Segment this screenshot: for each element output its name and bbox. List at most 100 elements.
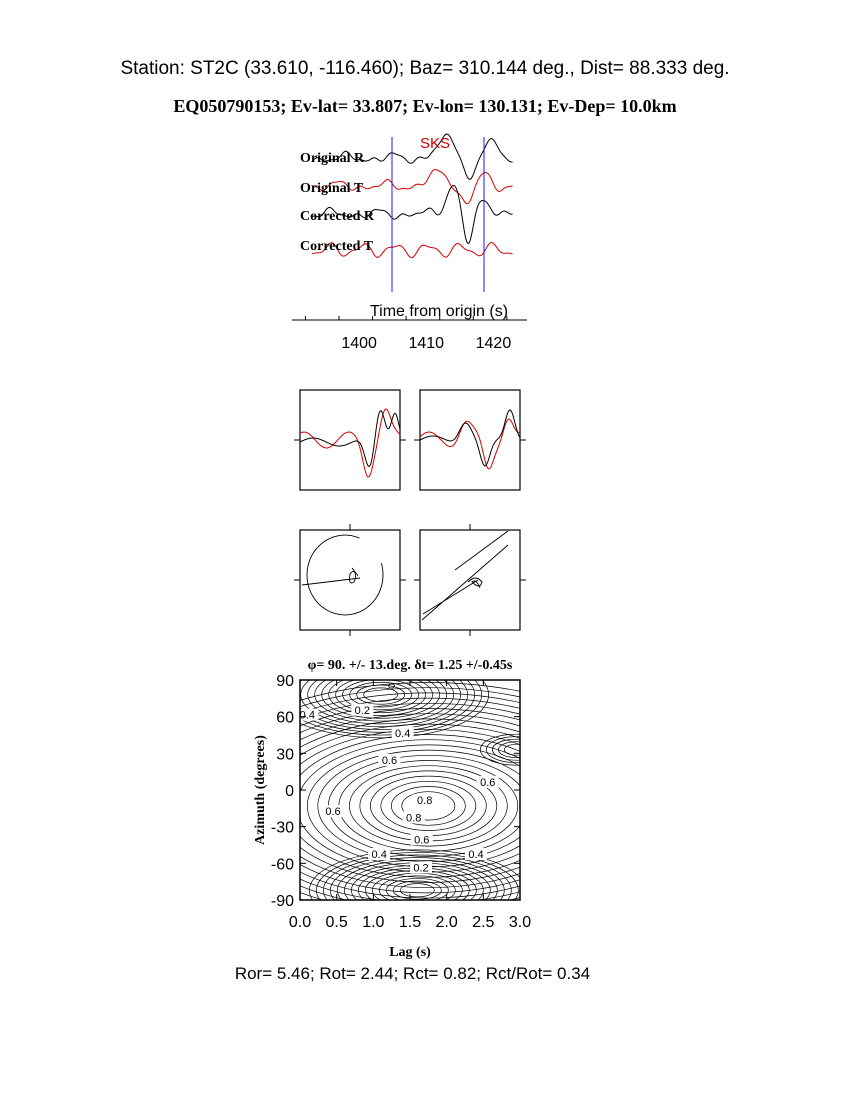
contour-label: 0.8 bbox=[417, 795, 432, 807]
particle-path-before-core bbox=[301, 567, 361, 586]
contour-line bbox=[497, 741, 520, 759]
trace-panel: SKS Original R Original T Corrected R Co… bbox=[292, 133, 527, 352]
phase-label: SKS bbox=[420, 135, 450, 152]
contour-label: 0.6 bbox=[414, 834, 429, 846]
contour-label-bg bbox=[413, 794, 436, 807]
contour-label: 0.6 bbox=[325, 806, 340, 818]
contour-line bbox=[479, 733, 520, 766]
contour-label: 0.2 bbox=[355, 705, 370, 717]
particle-path-before bbox=[306, 534, 384, 616]
y-tick-label: -30 bbox=[271, 820, 294, 837]
contour-line bbox=[364, 870, 470, 900]
footer-stats: Ror= 5.46; Rot= 2.44; Rct= 0.82; Rct/Rot… bbox=[234, 964, 591, 983]
contour-line bbox=[485, 736, 520, 764]
contour-label-bg bbox=[296, 708, 319, 721]
x-tick-label: 2.0 bbox=[436, 914, 458, 931]
trace-label-corrected-t: Corrected T bbox=[300, 239, 374, 254]
particle-path-after-core bbox=[467, 577, 483, 589]
x-tick-label: 0.5 bbox=[326, 914, 348, 931]
time-tick-label: 1410 bbox=[408, 335, 444, 352]
contour-line bbox=[337, 859, 498, 900]
y-tick-label: -90 bbox=[271, 893, 294, 910]
waveform-after-panel bbox=[414, 389, 526, 491]
contour-label-bg bbox=[391, 727, 414, 739]
time-tick-label: 1400 bbox=[341, 335, 377, 352]
contour-line bbox=[323, 854, 512, 900]
contour-label-bg bbox=[378, 753, 401, 766]
contour-line bbox=[401, 791, 456, 821]
contour-label-bg bbox=[476, 775, 499, 788]
contour-label: 0.2 bbox=[413, 862, 428, 874]
contour-line bbox=[349, 681, 413, 708]
best-fit-marker bbox=[388, 683, 396, 689]
time-tick-label: 1420 bbox=[476, 335, 512, 352]
contour-line bbox=[348, 765, 508, 847]
contour-line bbox=[356, 684, 406, 705]
event-info: EQ050790153; Ev-lat= 33.807; Ev-lon= 130… bbox=[173, 96, 677, 116]
contour-label-bg bbox=[351, 703, 374, 716]
trace-original-r bbox=[311, 133, 513, 180]
trace-label-original-t: Original T bbox=[300, 181, 364, 196]
contour-label-bg bbox=[410, 861, 432, 874]
x-tick-label: 1.5 bbox=[399, 914, 421, 931]
contour-line bbox=[330, 857, 505, 900]
contour-line bbox=[358, 867, 477, 900]
contour-line bbox=[503, 743, 520, 756]
contour-label-bg bbox=[402, 811, 425, 824]
y-tick-label: 30 bbox=[276, 746, 294, 763]
y-tick-label: -60 bbox=[271, 856, 294, 873]
trace-corrected-r bbox=[312, 184, 513, 245]
x-axis-label: Lag (s) bbox=[389, 945, 431, 960]
contour-line bbox=[300, 697, 520, 900]
contour-label-bg bbox=[410, 833, 433, 846]
particle-motion-after-panel bbox=[414, 524, 526, 636]
contour-line bbox=[335, 680, 427, 714]
trace-corrected-t bbox=[311, 241, 513, 259]
contour-line bbox=[300, 734, 520, 878]
contour-label: 0.4 bbox=[468, 849, 483, 861]
contour-line bbox=[342, 680, 420, 711]
contour-line bbox=[316, 852, 519, 900]
x-tick-label: 0.0 bbox=[289, 914, 311, 931]
waveform-before-radial bbox=[299, 410, 401, 468]
trace-label-original-r: Original R bbox=[300, 151, 365, 166]
contour-line bbox=[300, 728, 520, 883]
trace-label-corrected-r: Corrected R bbox=[300, 209, 375, 224]
contour-label: 0.6 bbox=[480, 777, 495, 789]
contour-title: φ= 90. +/- 13.deg. δt= 1.25 +/-0.45s bbox=[308, 658, 513, 673]
contour-label-bg bbox=[322, 805, 344, 818]
waveform-after-transverse bbox=[419, 418, 521, 470]
y-tick-label: 60 bbox=[276, 710, 294, 727]
contour-line bbox=[385, 878, 449, 900]
contour-plot: φ= 90. +/- 13.deg. δt= 1.25 +/-0.45s 0.2… bbox=[253, 658, 531, 960]
contour-line bbox=[300, 692, 520, 900]
contour-line bbox=[300, 680, 482, 736]
contour-label-bg bbox=[368, 848, 391, 860]
waveform-before-transverse bbox=[299, 408, 401, 478]
waveform-after-radial bbox=[419, 409, 521, 467]
contour-line bbox=[378, 875, 456, 900]
contour-line bbox=[321, 680, 440, 719]
contour-line bbox=[300, 680, 475, 733]
x-tick-label: 2.5 bbox=[472, 914, 494, 931]
contour-line bbox=[390, 786, 466, 826]
waveform-before-panel bbox=[294, 389, 406, 491]
contour-label-bg bbox=[465, 848, 487, 860]
contour-line bbox=[300, 718, 520, 894]
contour-line bbox=[328, 680, 434, 716]
contour-label: 0.6 bbox=[382, 755, 397, 767]
particle-motion-before-panel bbox=[294, 524, 406, 636]
particle-path-after bbox=[421, 530, 509, 621]
contour-line bbox=[300, 687, 520, 707]
y-tick-label: 0 bbox=[285, 783, 294, 800]
contour-label: 0.4 bbox=[300, 710, 315, 722]
contour-line bbox=[491, 738, 520, 761]
contour-line bbox=[363, 687, 399, 702]
trace-original-t bbox=[311, 169, 513, 205]
contour-label: 0.4 bbox=[372, 849, 387, 861]
contour-line bbox=[307, 680, 454, 725]
y-tick-label: 90 bbox=[276, 673, 294, 690]
contour-line bbox=[399, 883, 435, 898]
contour-line bbox=[300, 680, 489, 739]
